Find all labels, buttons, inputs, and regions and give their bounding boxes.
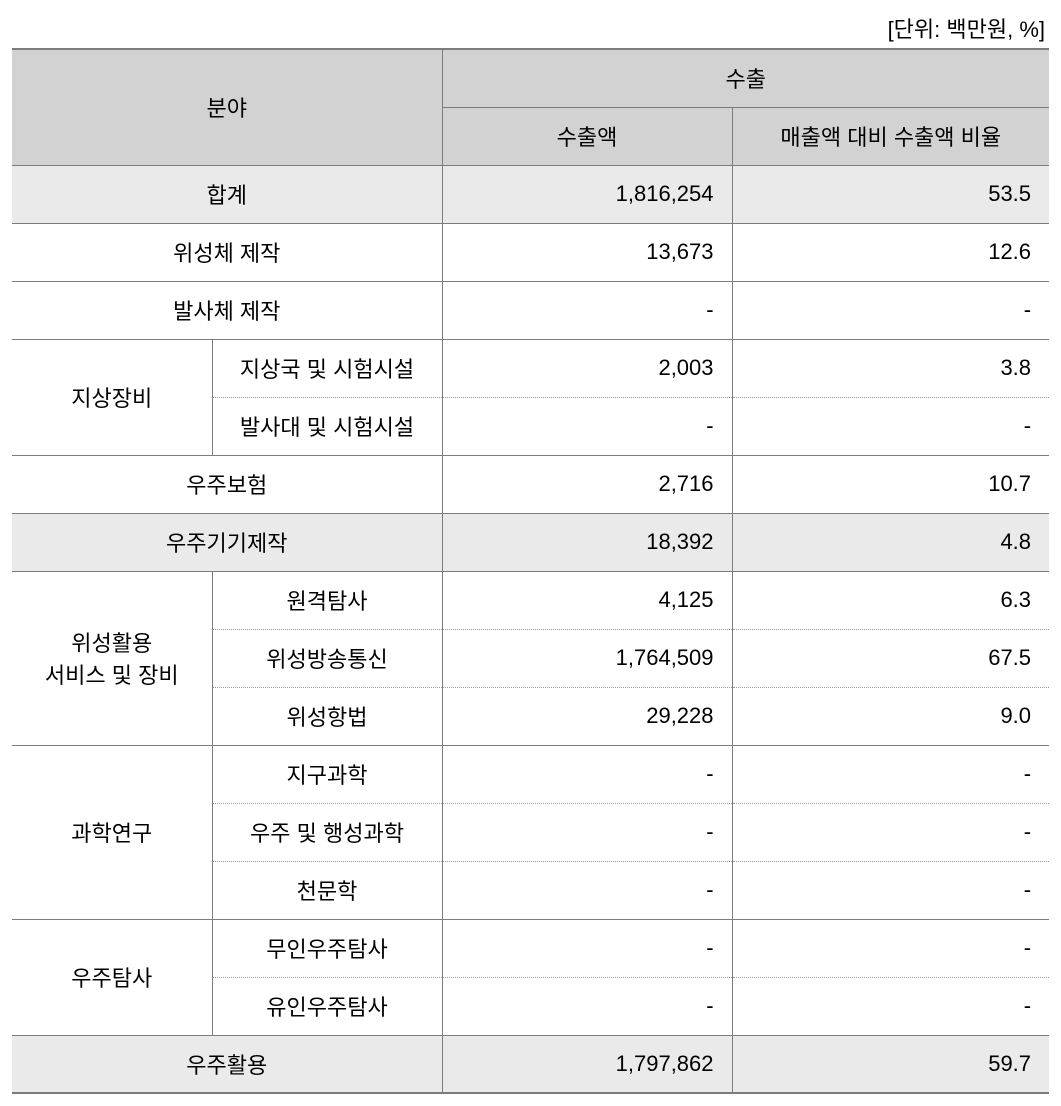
header-ratio: 매출액 대비 수출액 비율 [732, 107, 1049, 165]
cell-ground2-ratio: - [732, 397, 1049, 455]
cell-sci3-label: 천문학 [212, 861, 442, 919]
cell-lvmfg-amount: - [442, 281, 732, 339]
cell-sci3-amount: - [442, 861, 732, 919]
cell-svc3-amount: 29,228 [442, 687, 732, 745]
unit-label: [단위: 백만원, %] [12, 12, 1049, 44]
cell-svc1-ratio: 6.3 [732, 571, 1049, 629]
cell-total-amount: 1,816,254 [442, 165, 732, 223]
row-sci-1: 과학연구 지구과학 - - [12, 745, 1049, 803]
row-sat-mfg: 위성체 제작 13,673 12.6 [12, 223, 1049, 281]
cell-svc2-amount: 1,764,509 [442, 629, 732, 687]
cell-sci2-ratio: - [732, 803, 1049, 861]
cell-exp2-ratio: - [732, 977, 1049, 1035]
cell-svc2-ratio: 67.5 [732, 629, 1049, 687]
row-total: 합계 1,816,254 53.5 [12, 165, 1049, 223]
row-equip: 우주기기제작 18,392 4.8 [12, 513, 1049, 571]
cell-lvmfg-label: 발사체 제작 [12, 281, 442, 339]
cell-sci1-ratio: - [732, 745, 1049, 803]
cell-lvmfg-ratio: - [732, 281, 1049, 339]
cell-sci2-label: 우주 및 행성과학 [212, 803, 442, 861]
cell-sci1-amount: - [442, 745, 732, 803]
export-table: 분야 수출 수출액 매출액 대비 수출액 비율 합계 1,816,254 53.… [12, 48, 1049, 1094]
cell-ins-ratio: 10.7 [732, 455, 1049, 513]
cell-ground1-label: 지상국 및 시험시설 [212, 339, 442, 397]
header-amount: 수출액 [442, 107, 732, 165]
table-container: [단위: 백만원, %] 분야 수출 수출액 매출액 대비 수출액 비율 합계 … [12, 12, 1049, 1094]
header-field: 분야 [12, 49, 442, 165]
cell-svc1-label: 원격탐사 [212, 571, 442, 629]
row-lv-mfg: 발사체 제작 - - [12, 281, 1049, 339]
cell-svc2-label: 위성방송통신 [212, 629, 442, 687]
cell-ground2-label: 발사대 및 시험시설 [212, 397, 442, 455]
cell-use-label: 우주활용 [12, 1035, 442, 1093]
cell-satmfg-ratio: 12.6 [732, 223, 1049, 281]
cell-svc3-label: 위성항법 [212, 687, 442, 745]
row-use: 우주활용 1,797,862 59.7 [12, 1035, 1049, 1093]
cell-equip-ratio: 4.8 [732, 513, 1049, 571]
cell-equip-label: 우주기기제작 [12, 513, 442, 571]
cell-exp2-amount: - [442, 977, 732, 1035]
cell-use-amount: 1,797,862 [442, 1035, 732, 1093]
cell-use-ratio: 59.7 [732, 1035, 1049, 1093]
cell-svc1-amount: 4,125 [442, 571, 732, 629]
cell-sci-label: 과학연구 [12, 745, 212, 919]
row-ground-1: 지상장비 지상국 및 시험시설 2,003 3.8 [12, 339, 1049, 397]
cell-total-ratio: 53.5 [732, 165, 1049, 223]
cell-ground1-ratio: 3.8 [732, 339, 1049, 397]
cell-sci1-label: 지구과학 [212, 745, 442, 803]
cell-equip-amount: 18,392 [442, 513, 732, 571]
cell-exp1-amount: - [442, 919, 732, 977]
cell-ground2-amount: - [442, 397, 732, 455]
cell-sci2-amount: - [442, 803, 732, 861]
cell-svc-label: 위성활용 서비스 및 장비 [12, 571, 212, 745]
cell-total-label: 합계 [12, 165, 442, 223]
row-ins: 우주보험 2,716 10.7 [12, 455, 1049, 513]
cell-ins-amount: 2,716 [442, 455, 732, 513]
cell-exp1-ratio: - [732, 919, 1049, 977]
cell-satmfg-amount: 13,673 [442, 223, 732, 281]
cell-svc3-ratio: 9.0 [732, 687, 1049, 745]
cell-exp1-label: 무인우주탐사 [212, 919, 442, 977]
cell-sci3-ratio: - [732, 861, 1049, 919]
cell-exp2-label: 유인우주탐사 [212, 977, 442, 1035]
row-exp-1: 우주탐사 무인우주탐사 - - [12, 919, 1049, 977]
cell-satmfg-label: 위성체 제작 [12, 223, 442, 281]
cell-exp-label: 우주탐사 [12, 919, 212, 1035]
header-row-1: 분야 수출 [12, 49, 1049, 107]
row-svc-1: 위성활용 서비스 및 장비 원격탐사 4,125 6.3 [12, 571, 1049, 629]
header-export: 수출 [442, 49, 1049, 107]
cell-ground1-amount: 2,003 [442, 339, 732, 397]
cell-ground-label: 지상장비 [12, 339, 212, 455]
cell-ins-label: 우주보험 [12, 455, 442, 513]
